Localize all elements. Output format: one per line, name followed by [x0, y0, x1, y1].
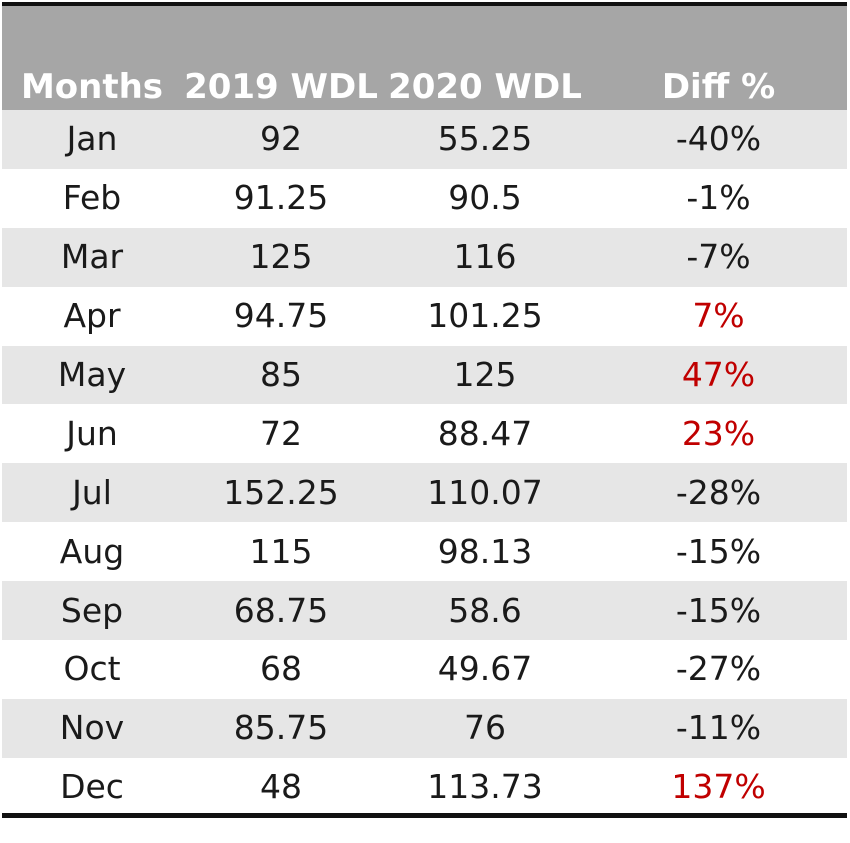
cell-2019-wdl: 91.25 [233, 178, 329, 218]
cell-month: Sep [60, 590, 124, 630]
cell-diff-percent: -15% [675, 531, 762, 571]
wdl-comparison-table: Months 2019 WDL 2020 WDL Diff % Jan 92 55.… [2, 2, 847, 818]
cell-2019-wdl: 152.25 [223, 472, 339, 512]
cell-diff-percent: 47% [681, 355, 756, 394]
cell-month: Aug [59, 531, 125, 571]
cell-diff-percent: -1% [686, 178, 751, 218]
cell-diff-percent: -7% [686, 237, 751, 277]
table-row: Aug 115 98.13 -15% [2, 522, 847, 581]
cell-2019-wdl: 85 [260, 355, 302, 394]
cell-month: Oct [63, 649, 121, 689]
cell-2019-wdl: 92 [260, 119, 302, 159]
cell-month: Apr [63, 296, 121, 336]
cell-2020-wdl: 76 [464, 708, 506, 748]
cell-2019-wdl: 68.75 [233, 590, 329, 630]
cell-month: Nov [59, 708, 125, 748]
table-row: Nov 85.75 76 -11% [2, 698, 847, 758]
cell-month: Feb [62, 178, 122, 218]
cell-diff-percent: 137% [671, 767, 766, 807]
cell-2019-wdl: 115 [249, 531, 313, 571]
cell-diff-percent: -28% [675, 472, 762, 512]
cell-month: Dec [60, 767, 124, 807]
table-row: Sep 68.75 58.6 -15% [2, 581, 847, 641]
cell-diff-percent: -40% [675, 119, 762, 159]
cell-2020-wdl: 125 [453, 355, 517, 394]
cell-2020-wdl: 98.13 [437, 531, 533, 571]
table-row: Jan 92 55.25 -40% [2, 110, 847, 169]
table-row: Dec 48 113.73 137% [2, 758, 847, 817]
table-header-row: Months 2019 WDL 2020 WDL Diff % [2, 6, 847, 110]
cell-diff-percent: 7% [692, 296, 745, 336]
table-row: May 85 125 47% [2, 345, 847, 405]
cell-2020-wdl: 49.67 [437, 649, 533, 689]
cell-diff-percent: -15% [675, 590, 762, 630]
cell-month: Jan [66, 119, 118, 159]
table-row: Apr 94.75 101.25 7% [2, 287, 847, 346]
header-2020-wdl: 2020 WDL [388, 67, 582, 107]
table-row: Mar 125 116 -7% [2, 227, 847, 287]
cell-2019-wdl: 48 [260, 767, 302, 807]
cell-2019-wdl: 94.75 [233, 296, 329, 336]
cell-month: Jul [72, 472, 112, 512]
cell-2020-wdl: 101.25 [427, 296, 543, 336]
table-row: Feb 91.25 90.5 -1% [2, 169, 847, 228]
header-2019-wdl: 2019 WDL [184, 67, 378, 107]
cell-2020-wdl: 88.47 [437, 413, 533, 453]
table-row: Jul 152.25 110.07 -28% [2, 463, 847, 523]
cell-2020-wdl: 116 [453, 237, 517, 277]
cell-month: May [57, 355, 127, 394]
cell-2019-wdl: 125 [249, 237, 313, 277]
cell-2020-wdl: 55.25 [437, 119, 533, 159]
cell-2019-wdl: 85.75 [233, 708, 329, 748]
header-months: Months [20, 67, 164, 107]
cell-2020-wdl: 110.07 [427, 472, 543, 512]
table-row: Oct 68 49.67 -27% [2, 640, 847, 699]
cell-2020-wdl: 90.5 [448, 178, 522, 218]
cell-month: Mar [60, 237, 124, 277]
cell-diff-percent: -27% [675, 649, 762, 689]
cell-2019-wdl: 72 [260, 413, 302, 453]
cell-diff-percent: 23% [681, 413, 756, 453]
cell-2020-wdl: 113.73 [427, 767, 543, 807]
cell-2020-wdl: 58.6 [448, 590, 522, 630]
cell-month: Jun [66, 413, 118, 453]
table-body: Jan 92 55.25 -40% Feb 91.25 90.5 -1% Mar 125 116 -7… [2, 110, 847, 817]
table-row: Jun 72 88.47 23% [2, 404, 847, 463]
cell-2019-wdl: 68 [260, 649, 302, 689]
cell-diff-percent: -11% [675, 708, 762, 748]
header-diff-percent: Diff % [661, 67, 776, 107]
